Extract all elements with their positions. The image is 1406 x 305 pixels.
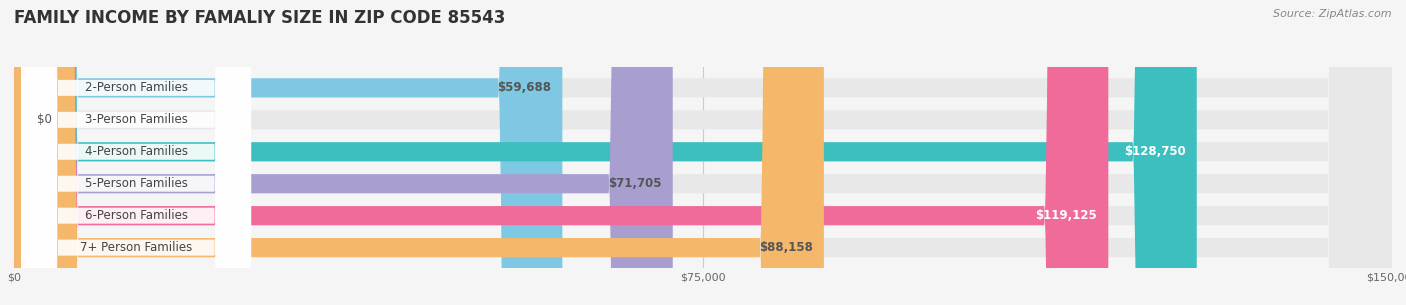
FancyBboxPatch shape <box>14 0 824 305</box>
FancyBboxPatch shape <box>21 0 252 305</box>
FancyBboxPatch shape <box>14 0 1392 305</box>
Text: $0: $0 <box>37 113 52 126</box>
Text: $128,750: $128,750 <box>1123 145 1185 158</box>
FancyBboxPatch shape <box>21 0 252 305</box>
FancyBboxPatch shape <box>14 0 672 305</box>
FancyBboxPatch shape <box>14 0 562 305</box>
Text: 3-Person Families: 3-Person Families <box>84 113 187 126</box>
FancyBboxPatch shape <box>14 0 1392 305</box>
Text: 5-Person Families: 5-Person Families <box>84 177 187 190</box>
Text: 4-Person Families: 4-Person Families <box>84 145 188 158</box>
Text: 7+ Person Families: 7+ Person Families <box>80 241 193 254</box>
FancyBboxPatch shape <box>14 0 1392 305</box>
FancyBboxPatch shape <box>14 0 1392 305</box>
FancyBboxPatch shape <box>14 0 1392 305</box>
Text: 6-Person Families: 6-Person Families <box>84 209 188 222</box>
Text: 2-Person Families: 2-Person Families <box>84 81 188 94</box>
Text: $88,158: $88,158 <box>759 241 813 254</box>
Text: $119,125: $119,125 <box>1036 209 1097 222</box>
Text: $59,688: $59,688 <box>498 81 551 94</box>
FancyBboxPatch shape <box>14 0 1108 305</box>
FancyBboxPatch shape <box>21 0 252 305</box>
FancyBboxPatch shape <box>14 0 1197 305</box>
FancyBboxPatch shape <box>21 0 252 305</box>
Text: $71,705: $71,705 <box>609 177 662 190</box>
Text: Source: ZipAtlas.com: Source: ZipAtlas.com <box>1274 9 1392 19</box>
FancyBboxPatch shape <box>14 0 1392 305</box>
FancyBboxPatch shape <box>21 0 252 305</box>
Text: FAMILY INCOME BY FAMALIY SIZE IN ZIP CODE 85543: FAMILY INCOME BY FAMALIY SIZE IN ZIP COD… <box>14 9 505 27</box>
FancyBboxPatch shape <box>21 0 252 305</box>
